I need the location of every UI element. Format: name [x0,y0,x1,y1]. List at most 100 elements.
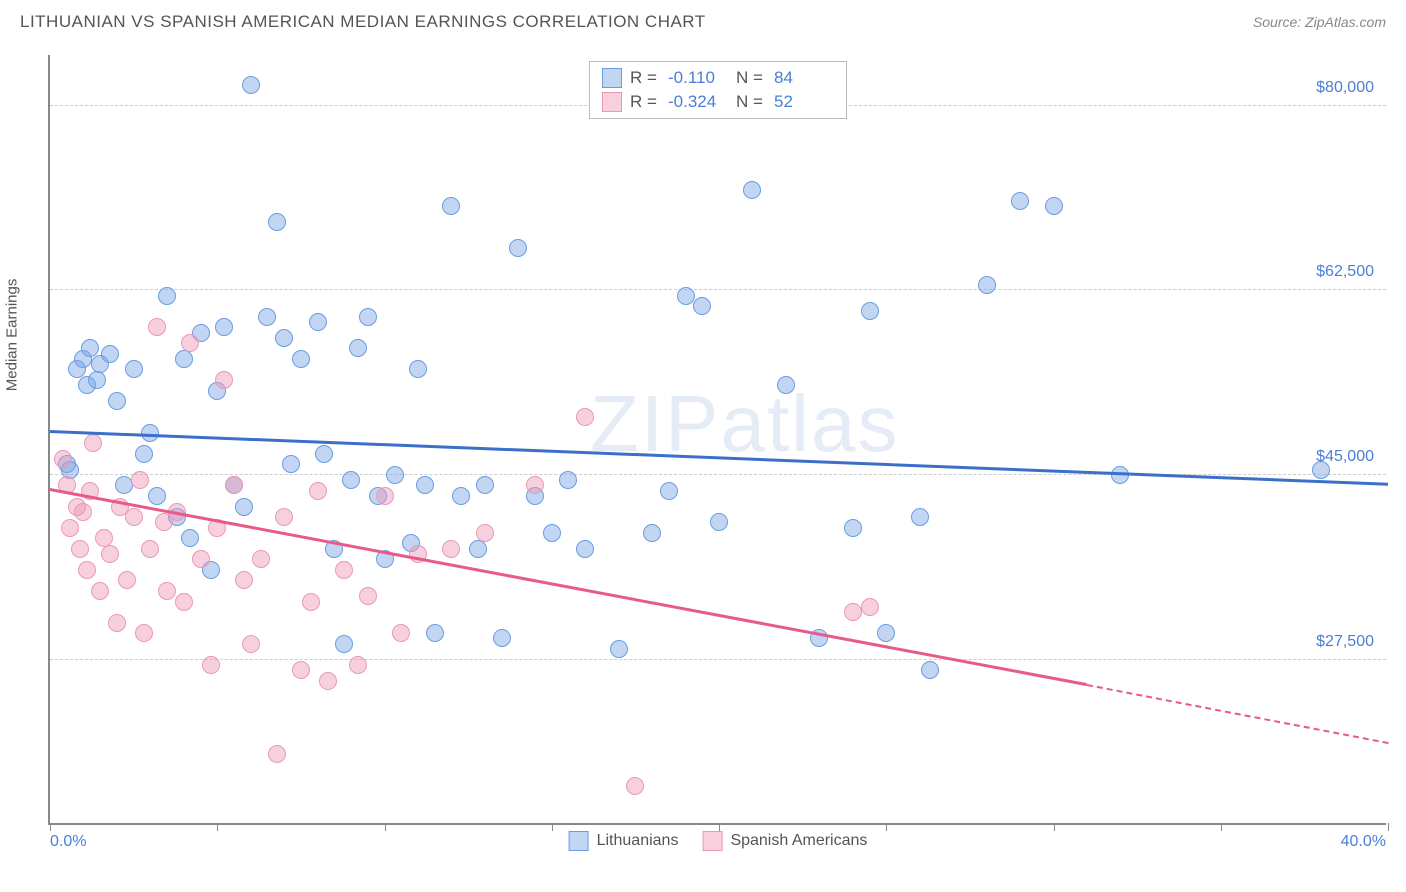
source-attribution: Source: ZipAtlas.com [1253,14,1386,30]
n-label: N = [736,68,766,88]
legend-swatch [602,68,622,88]
scatter-point [643,524,661,542]
scatter-point [1312,461,1330,479]
scatter-point [88,371,106,389]
scatter-point [1045,197,1063,215]
scatter-point [235,571,253,589]
scatter-point [509,239,527,257]
x-tick [1388,823,1389,831]
scatter-point [335,635,353,653]
plot-area: ZIPatlas Median Earnings $27,500$45,000$… [48,55,1386,825]
scatter-point [108,392,126,410]
scatter-point [335,561,353,579]
scatter-point [225,476,243,494]
scatter-point [215,371,233,389]
scatter-point [74,503,92,521]
x-tick [50,823,51,831]
scatter-point [861,598,879,616]
scatter-point [1011,192,1029,210]
scatter-point [877,624,895,642]
scatter-point [309,313,327,331]
scatter-point [292,661,310,679]
scatter-point [978,276,996,294]
legend-item: Spanish Americans [702,831,867,851]
scatter-point [275,329,293,347]
legend-swatch [602,92,622,112]
scatter-point [302,593,320,611]
scatter-point [78,561,96,579]
trend-line [1087,684,1388,744]
scatter-point [442,540,460,558]
scatter-point [202,656,220,674]
scatter-point [543,524,561,542]
scatter-point [392,624,410,642]
scatter-point [526,476,544,494]
scatter-point [559,471,577,489]
y-tick-label: $27,500 [1316,633,1374,651]
scatter-point [777,376,795,394]
y-tick-label: $62,500 [1316,263,1374,281]
scatter-point [268,745,286,763]
legend-item: Lithuanians [569,831,679,851]
correlation-legend: R =-0.110N =84R =-0.324N =52 [589,61,847,119]
scatter-point [342,471,360,489]
scatter-point [148,318,166,336]
scatter-point [141,540,159,558]
x-axis-max-label: 40.0% [1341,833,1386,851]
scatter-point [125,360,143,378]
scatter-point [315,445,333,463]
x-axis-min-label: 0.0% [50,833,86,851]
scatter-point [349,656,367,674]
scatter-point [844,519,862,537]
chart-header: LITHUANIAN VS SPANISH AMERICAN MEDIAN EA… [0,0,1406,40]
scatter-point [442,197,460,215]
r-label: R = [630,92,660,112]
scatter-point [921,661,939,679]
scatter-point [84,434,102,452]
r-value: -0.324 [668,92,728,112]
scatter-point [275,508,293,526]
x-tick [1221,823,1222,831]
scatter-point [181,334,199,352]
legend-label: Lithuanians [597,832,679,850]
scatter-point [61,519,79,537]
gridline [50,659,1386,660]
scatter-point [158,582,176,600]
legend-row: R =-0.324N =52 [602,90,834,114]
gridline [50,289,1386,290]
scatter-point [576,540,594,558]
scatter-point [135,624,153,642]
scatter-point [626,777,644,795]
scatter-point [844,603,862,621]
x-tick [886,823,887,831]
x-tick [217,823,218,831]
scatter-point [476,524,494,542]
scatter-point [131,471,149,489]
n-value: 84 [774,68,834,88]
scatter-point [743,181,761,199]
scatter-point [452,487,470,505]
scatter-point [476,476,494,494]
scatter-point [309,482,327,500]
r-label: R = [630,68,660,88]
scatter-point [235,498,253,516]
scatter-point [376,487,394,505]
x-tick [552,823,553,831]
scatter-point [469,540,487,558]
scatter-point [268,213,286,231]
scatter-point [181,529,199,547]
r-value: -0.110 [668,68,728,88]
scatter-point [386,466,404,484]
series-legend: Lithuanians Spanish Americans [569,831,868,851]
n-label: N = [736,92,766,112]
legend-swatch [569,831,589,851]
scatter-point [54,450,72,468]
y-tick-label: $80,000 [1316,79,1374,97]
legend-row: R = -0.110 N = 84 [602,66,834,90]
scatter-point [610,640,628,658]
scatter-point [426,624,444,642]
scatter-point [215,318,233,336]
x-tick [385,823,386,831]
scatter-point [135,445,153,463]
scatter-point [409,360,427,378]
